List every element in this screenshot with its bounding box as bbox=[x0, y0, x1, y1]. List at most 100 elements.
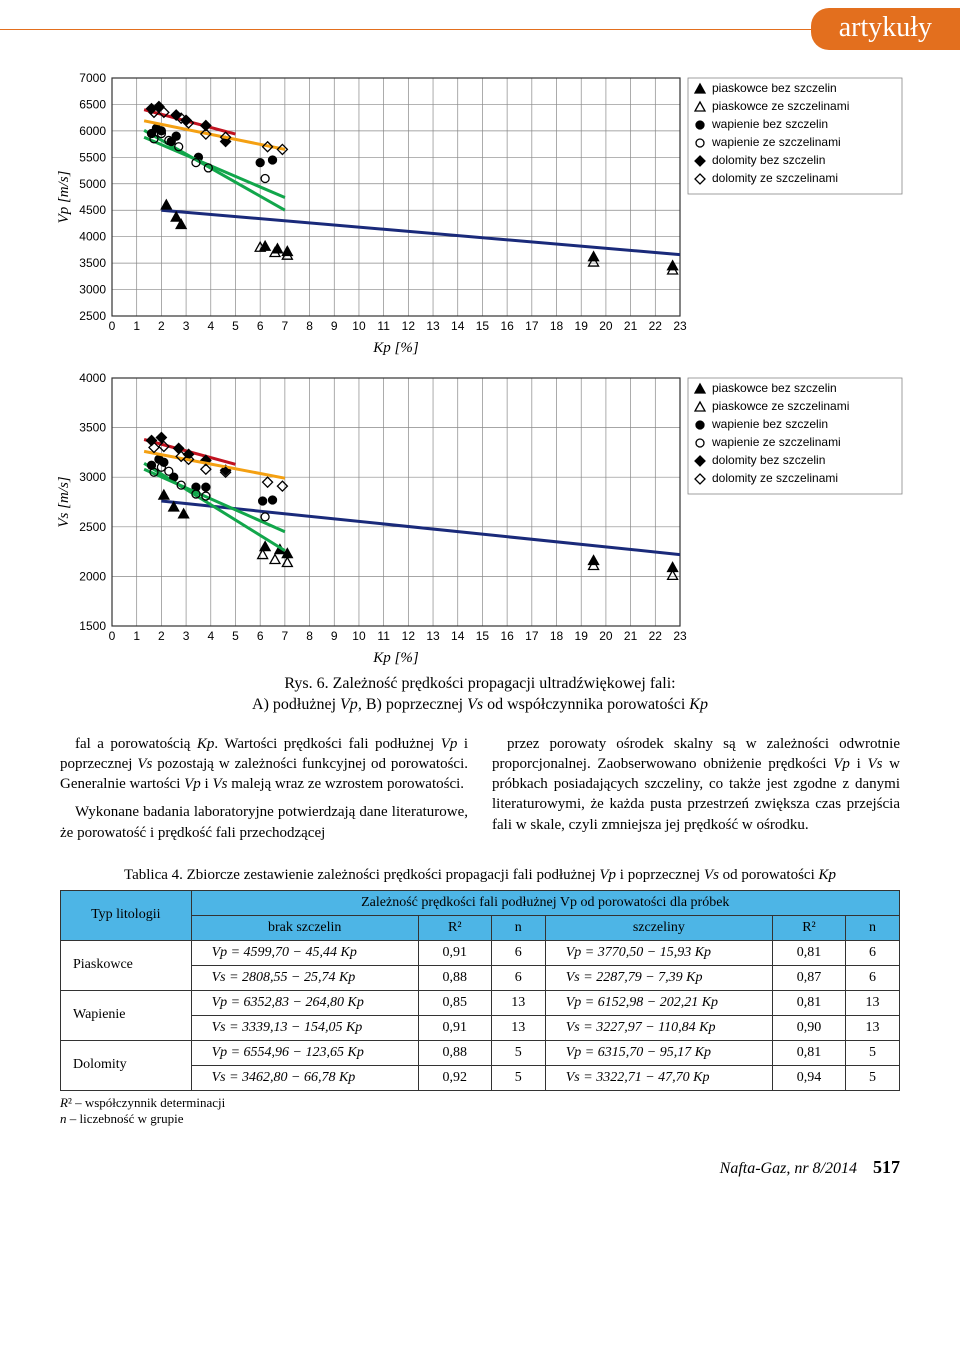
col-left: fal a porowatością Kp. Wartości prędkośc… bbox=[60, 734, 468, 851]
para-l1: fal a porowatością Kp. Wartości prędkośc… bbox=[60, 734, 468, 795]
svg-text:10: 10 bbox=[352, 629, 366, 643]
svg-text:wapienie ze szczelinami: wapienie ze szczelinami bbox=[711, 435, 841, 449]
para-r1: przez porowaty ośrodek skalny są w zależ… bbox=[492, 734, 900, 835]
svg-text:12: 12 bbox=[402, 319, 416, 333]
svg-text:wapienie bez szczelin: wapienie bez szczelin bbox=[711, 117, 828, 131]
svg-text:20: 20 bbox=[599, 319, 613, 333]
svg-text:3000: 3000 bbox=[79, 470, 106, 484]
svg-text:4500: 4500 bbox=[79, 203, 106, 217]
svg-text:19: 19 bbox=[575, 319, 589, 333]
svg-text:12: 12 bbox=[402, 629, 416, 643]
svg-text:9: 9 bbox=[331, 629, 338, 643]
body-columns: fal a porowatością Kp. Wartości prędkośc… bbox=[60, 734, 900, 851]
svg-text:10: 10 bbox=[352, 319, 366, 333]
svg-text:18: 18 bbox=[550, 319, 564, 333]
svg-text:21: 21 bbox=[624, 319, 638, 333]
svg-text:7: 7 bbox=[282, 319, 289, 333]
svg-text:Kp [%]: Kp [%] bbox=[372, 340, 419, 356]
svg-text:dolomity bez szczelin: dolomity bez szczelin bbox=[712, 453, 825, 467]
para-l2: Wykonane badania laboratoryjne potwierdz… bbox=[60, 802, 468, 843]
svg-text:Vs [m/s]: Vs [m/s] bbox=[56, 476, 72, 527]
svg-text:2: 2 bbox=[158, 629, 165, 643]
svg-text:23: 23 bbox=[673, 319, 687, 333]
svg-text:4000: 4000 bbox=[79, 230, 106, 244]
svg-text:22: 22 bbox=[649, 319, 663, 333]
svg-text:Kp [%]: Kp [%] bbox=[372, 650, 419, 666]
svg-text:4: 4 bbox=[207, 629, 214, 643]
svg-text:5: 5 bbox=[232, 319, 239, 333]
svg-text:piaskowce ze szczelinami: piaskowce ze szczelinami bbox=[712, 399, 849, 413]
svg-text:3: 3 bbox=[183, 319, 190, 333]
svg-text:6000: 6000 bbox=[79, 124, 106, 138]
svg-text:17: 17 bbox=[525, 629, 539, 643]
svg-text:1: 1 bbox=[133, 319, 140, 333]
svg-text:5: 5 bbox=[232, 629, 239, 643]
svg-text:6500: 6500 bbox=[79, 97, 106, 111]
svg-text:18: 18 bbox=[550, 629, 564, 643]
svg-text:22: 22 bbox=[649, 629, 663, 643]
chart-vs: 0123456789101112131415161718192021222315… bbox=[50, 368, 910, 668]
header-tab: artykuły bbox=[0, 8, 960, 58]
regression-table: Typ litologiiZależność prędkości fali po… bbox=[60, 890, 900, 1091]
svg-text:4: 4 bbox=[207, 319, 214, 333]
svg-text:piaskowce bez szczelin: piaskowce bez szczelin bbox=[712, 381, 837, 395]
note-n: n – liczebność w grupie bbox=[60, 1111, 900, 1127]
svg-text:11: 11 bbox=[377, 319, 390, 333]
svg-text:0: 0 bbox=[109, 319, 116, 333]
svg-text:16: 16 bbox=[500, 319, 514, 333]
svg-text:3500: 3500 bbox=[79, 421, 106, 435]
svg-text:1: 1 bbox=[133, 629, 140, 643]
svg-text:17: 17 bbox=[525, 319, 539, 333]
svg-text:14: 14 bbox=[451, 629, 465, 643]
journal-issue: Nafta-Gaz, nr 8/2014 bbox=[720, 1160, 857, 1177]
svg-text:9: 9 bbox=[331, 319, 338, 333]
chart-vp: 0123456789101112131415161718192021222325… bbox=[50, 68, 910, 358]
svg-text:20: 20 bbox=[599, 629, 613, 643]
svg-text:1500: 1500 bbox=[79, 619, 106, 633]
svg-text:14: 14 bbox=[451, 319, 465, 333]
svg-text:3500: 3500 bbox=[79, 256, 106, 270]
section-tab: artykuły bbox=[811, 8, 960, 50]
svg-text:Vp [m/s]: Vp [m/s] bbox=[56, 170, 72, 223]
svg-text:wapienie bez szczelin: wapienie bez szczelin bbox=[711, 417, 828, 431]
svg-text:3000: 3000 bbox=[79, 283, 106, 297]
svg-text:5500: 5500 bbox=[79, 150, 106, 164]
svg-text:5000: 5000 bbox=[79, 177, 106, 191]
svg-text:21: 21 bbox=[624, 629, 638, 643]
page-footer: Nafta-Gaz, nr 8/2014 517 bbox=[60, 1157, 900, 1178]
svg-text:2500: 2500 bbox=[79, 309, 106, 323]
svg-text:15: 15 bbox=[476, 629, 490, 643]
svg-text:7000: 7000 bbox=[79, 71, 106, 85]
svg-text:2000: 2000 bbox=[79, 569, 106, 583]
svg-text:wapienie ze szczelinami: wapienie ze szczelinami bbox=[711, 135, 841, 149]
svg-text:3: 3 bbox=[183, 629, 190, 643]
page-number: 517 bbox=[873, 1157, 900, 1177]
svg-text:0: 0 bbox=[109, 629, 116, 643]
note-r2: R² – współczynnik determinacji bbox=[60, 1095, 900, 1111]
svg-text:23: 23 bbox=[673, 629, 687, 643]
svg-text:4000: 4000 bbox=[79, 371, 106, 385]
caption-line2: A) podłużnej Vp, B) poprzecznej Vs od ws… bbox=[252, 696, 708, 713]
svg-text:8: 8 bbox=[306, 319, 313, 333]
col-right: przez porowaty ośrodek skalny są w zależ… bbox=[492, 734, 900, 851]
svg-text:19: 19 bbox=[575, 629, 589, 643]
svg-text:2: 2 bbox=[158, 319, 165, 333]
svg-text:piaskowce ze szczelinami: piaskowce ze szczelinami bbox=[712, 99, 849, 113]
svg-text:6: 6 bbox=[257, 629, 264, 643]
table-caption: Tablica 4. Zbiorcze zestawienie zależnoś… bbox=[60, 867, 900, 884]
svg-text:2500: 2500 bbox=[79, 520, 106, 534]
svg-text:8: 8 bbox=[306, 629, 313, 643]
svg-text:13: 13 bbox=[426, 629, 440, 643]
svg-text:11: 11 bbox=[377, 629, 390, 643]
svg-text:piaskowce bez szczelin: piaskowce bez szczelin bbox=[712, 81, 837, 95]
svg-text:13: 13 bbox=[426, 319, 440, 333]
table-notes: R² – współczynnik determinacji n – licze… bbox=[60, 1095, 900, 1127]
caption-line1: Rys. 6. Zależność prędkości propagacji u… bbox=[284, 675, 675, 692]
svg-text:6: 6 bbox=[257, 319, 264, 333]
svg-text:15: 15 bbox=[476, 319, 490, 333]
figure-caption: Rys. 6. Zależność prędkości propagacji u… bbox=[60, 674, 900, 716]
svg-text:dolomity bez szczelin: dolomity bez szczelin bbox=[712, 153, 825, 167]
svg-text:7: 7 bbox=[282, 629, 289, 643]
svg-text:dolomity ze szczelinami: dolomity ze szczelinami bbox=[712, 471, 838, 485]
svg-text:16: 16 bbox=[500, 629, 514, 643]
